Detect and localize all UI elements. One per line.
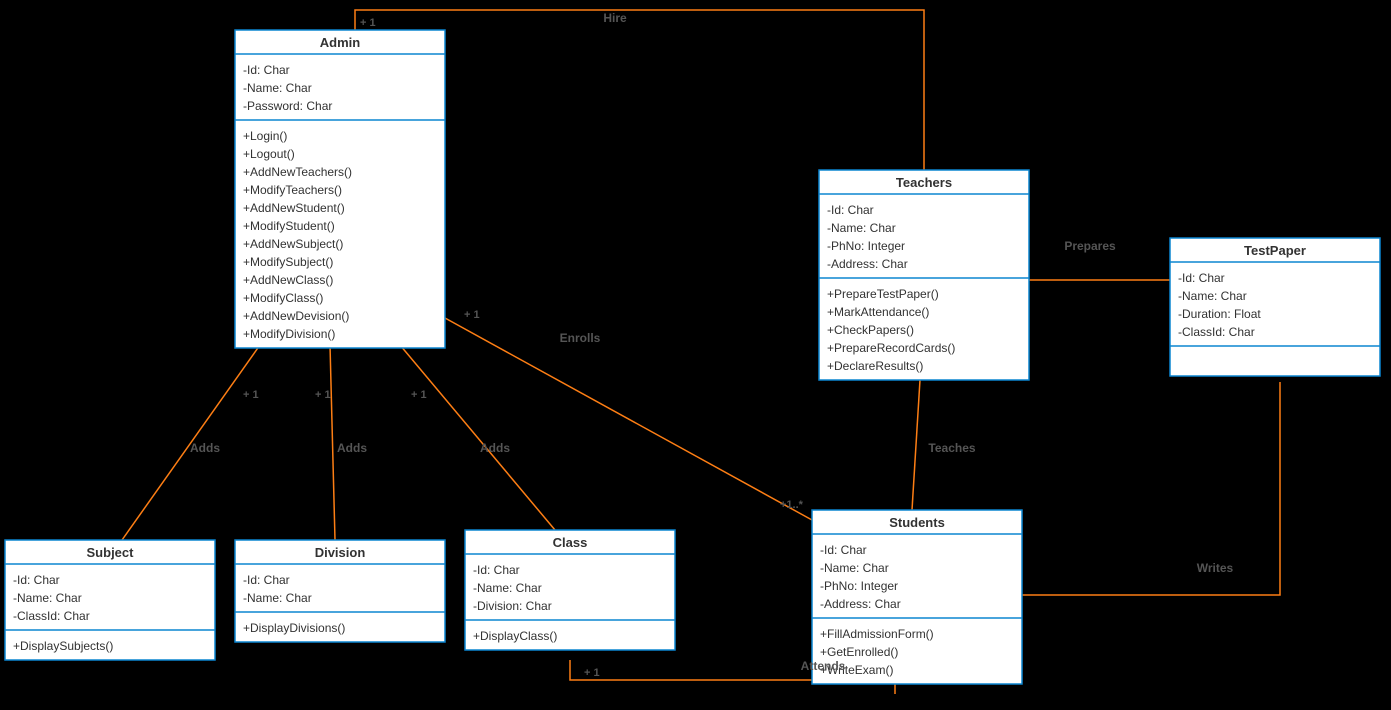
op: +CheckPapers() xyxy=(827,323,914,337)
class-title: Students xyxy=(889,515,945,530)
attr: -Name: Char xyxy=(243,591,312,605)
mult-adds-subject-1: + 1 xyxy=(243,389,259,401)
op: +ModifyTeachers() xyxy=(243,183,342,197)
edge-writes xyxy=(1022,382,1280,595)
class-title: Division xyxy=(315,545,366,560)
mult-enrolls-2: +1..* xyxy=(780,499,804,511)
attr: -PhNo: Integer xyxy=(820,579,898,593)
op: +ModifyDivision() xyxy=(243,327,335,341)
edge-adds-class xyxy=(400,345,555,530)
op: +PrepareTestPaper() xyxy=(827,287,939,301)
edge-label-adds-class: Adds xyxy=(480,441,510,455)
class-Teachers: Teachers -Id: Char -Name: Char -PhNo: Integ… xyxy=(819,170,1029,380)
edge-teaches xyxy=(912,380,920,510)
edge-label-enrolls: Enrolls xyxy=(560,331,601,345)
op: +AddNewSubject() xyxy=(243,237,343,251)
attr: -Name: Char xyxy=(13,591,82,605)
op: +AddNewStudent() xyxy=(243,201,345,215)
edge-label-teaches: Teaches xyxy=(928,441,975,455)
edge-label-adds-subject: Adds xyxy=(190,441,220,455)
attr: -Address: Char xyxy=(827,257,908,271)
mult-hire-1: + 1 xyxy=(360,17,376,29)
attr: -Id: Char xyxy=(1178,271,1225,285)
attr: -Id: Char xyxy=(243,573,290,587)
op: +AddNewClass() xyxy=(243,273,333,287)
op: +DisplayClass() xyxy=(473,629,557,643)
class-title: TestPaper xyxy=(1244,243,1306,258)
op: +FillAdmissionForm() xyxy=(820,627,934,641)
attr: -ClassId: Char xyxy=(13,609,90,623)
op: +DisplayDivisions() xyxy=(243,621,345,635)
class-TestPaper: TestPaper -Id: Char -Name: Char -Duration: … xyxy=(1170,238,1380,376)
attr: -Password: Char xyxy=(243,99,332,113)
op: +Login() xyxy=(243,129,287,143)
mult-adds-division-1: + 1 xyxy=(315,389,331,401)
attr: -Name: Char xyxy=(473,581,542,595)
attr: -Id: Char xyxy=(820,543,867,557)
class-Students: Students -Id: Char -Name: Char -PhNo: Integ… xyxy=(812,510,1022,684)
attr: -ClassId: Char xyxy=(1178,325,1255,339)
attr: -Name: Char xyxy=(827,221,896,235)
op: +Logout() xyxy=(243,147,295,161)
mult-enrolls-1: + 1 xyxy=(464,309,480,321)
attr: -Id: Char xyxy=(473,563,520,577)
edge-label-hire: Hire xyxy=(603,11,627,25)
edge-label-prepares: Prepares xyxy=(1064,239,1116,253)
edge-adds-division xyxy=(330,345,335,540)
class-Subject: Subject -Id: Char -Name: Char -ClassId: Cha… xyxy=(5,540,215,660)
op: +MarkAttendance() xyxy=(827,305,929,319)
op: +AddNewDevision() xyxy=(243,309,349,323)
op: +DeclareResults() xyxy=(827,359,923,373)
op: +ModifyClass() xyxy=(243,291,323,305)
edge-label-attends: Attends xyxy=(801,659,846,673)
class-title: Admin xyxy=(320,35,361,50)
mult-adds-class-1: + 1 xyxy=(411,389,427,401)
class-title: Subject xyxy=(87,545,135,560)
attr: -Id: Char xyxy=(13,573,60,587)
edge-label-adds-division: Adds xyxy=(337,441,367,455)
edge-label-writes: Writes xyxy=(1197,561,1234,575)
class-Class: Class -Id: Char -Name: Char -Division: Char… xyxy=(465,530,675,650)
attr: -PhNo: Integer xyxy=(827,239,905,253)
attr: -Name: Char xyxy=(243,81,312,95)
attr: -Name: Char xyxy=(820,561,889,575)
op: +GetEnrolled() xyxy=(820,645,898,659)
op: +PrepareRecordCards() xyxy=(827,341,955,355)
class-title: Class xyxy=(553,535,588,550)
edge-enrolls xyxy=(445,318,812,520)
mult-attends-1: + 1 xyxy=(584,667,600,679)
attr: -Id: Char xyxy=(827,203,874,217)
op: +AddNewTeachers() xyxy=(243,165,352,179)
class-Admin: Admin -Id: Char -Name: Char -Password: Char… xyxy=(235,30,445,348)
class-title: Teachers xyxy=(896,175,952,190)
attr: -Id: Char xyxy=(243,63,290,77)
attr: -Address: Char xyxy=(820,597,901,611)
attr: -Name: Char xyxy=(1178,289,1247,303)
attr: -Duration: Float xyxy=(1178,307,1261,321)
op: +ModifyStudent() xyxy=(243,219,335,233)
op: +DisplaySubjects() xyxy=(13,639,113,653)
class-Division: Division -Id: Char -Name: Char +DisplayDivi… xyxy=(235,540,445,642)
attr: -Division: Char xyxy=(473,599,552,613)
op: +ModifySubject() xyxy=(243,255,333,269)
